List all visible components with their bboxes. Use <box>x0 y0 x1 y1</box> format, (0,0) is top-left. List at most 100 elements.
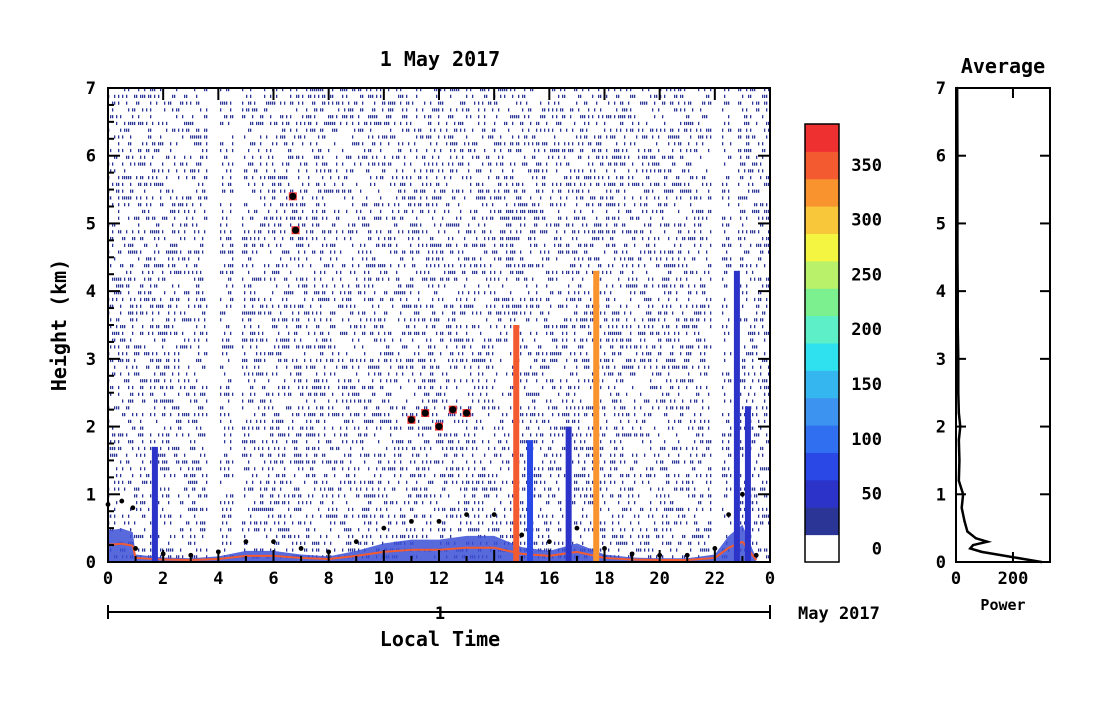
noise-speck <box>310 128 312 132</box>
noise-speck <box>114 446 116 451</box>
noise-speck <box>382 467 384 471</box>
noise-speck <box>414 230 416 234</box>
noise-speck <box>530 365 532 369</box>
noise-speck <box>460 121 462 126</box>
noise-speck <box>314 115 316 119</box>
noise-speck <box>370 385 372 390</box>
noise-speck <box>260 304 262 308</box>
noise-speck <box>284 101 286 105</box>
noise-speck <box>254 291 256 295</box>
noise-speck <box>128 480 130 484</box>
noise-speck <box>166 433 168 437</box>
noise-speck <box>370 277 372 281</box>
noise-speck <box>390 521 392 525</box>
noise-speck <box>430 338 432 342</box>
noise-speck <box>378 236 380 241</box>
noise-speck <box>308 345 310 349</box>
noise-speck <box>516 270 518 275</box>
noise-speck <box>522 182 524 186</box>
noise-speck <box>402 514 404 518</box>
noise-speck <box>438 169 440 173</box>
noise-speck <box>130 142 132 146</box>
noise-speck <box>454 223 456 227</box>
noise-speck <box>282 433 284 437</box>
noise-speck <box>534 203 536 207</box>
noise-speck <box>122 284 124 288</box>
noise-speck <box>516 311 518 315</box>
noise-speck <box>244 169 246 173</box>
noise-speck <box>504 433 506 437</box>
noise-speck <box>328 189 330 193</box>
noise-speck <box>366 487 368 491</box>
noise-speck <box>206 385 208 390</box>
noise-speck <box>378 372 380 376</box>
noise-speck <box>392 176 394 180</box>
noise-speck <box>206 555 208 559</box>
noise-speck <box>352 548 354 552</box>
noise-speck <box>180 270 182 275</box>
noise-speck <box>266 507 268 512</box>
noise-speck <box>142 284 144 288</box>
noise-speck <box>298 406 300 410</box>
noise-speck <box>442 419 444 423</box>
noise-speck <box>446 480 448 484</box>
noise-speck <box>128 521 130 525</box>
noise-speck <box>436 182 438 186</box>
noise-speck <box>262 453 264 457</box>
noise-speck <box>262 548 264 552</box>
noise-speck <box>400 311 402 315</box>
noise-speck <box>232 264 234 268</box>
noise-speck <box>388 243 390 247</box>
noise-speck <box>224 413 226 417</box>
noise-speck <box>112 230 114 234</box>
noise-speck <box>456 358 458 363</box>
noise-speck <box>388 528 390 532</box>
noise-speck <box>380 88 382 92</box>
noise-speck <box>142 325 144 329</box>
noise-speck <box>532 203 534 207</box>
noise-speck <box>316 169 318 173</box>
noise-speck <box>130 399 132 403</box>
noise-speck <box>296 318 298 322</box>
noise-speck <box>162 453 164 457</box>
noise-speck <box>412 101 414 105</box>
noise-speck <box>124 277 126 281</box>
noise-speck <box>374 291 376 295</box>
noise-speck <box>230 209 232 214</box>
noise-speck <box>290 270 292 275</box>
noise-speck <box>376 216 378 220</box>
noise-speck <box>258 528 260 532</box>
noise-speck <box>512 297 514 302</box>
noise-speck <box>508 311 510 315</box>
noise-speck <box>270 277 272 281</box>
noise-speck <box>284 345 286 349</box>
noise-speck <box>202 534 204 539</box>
noise-speck <box>174 406 176 410</box>
noise-speck <box>138 182 140 186</box>
noise-speck <box>342 94 344 98</box>
noise-speck <box>220 318 222 322</box>
noise-speck <box>470 372 472 376</box>
noise-speck <box>334 413 336 417</box>
noise-speck <box>230 203 232 207</box>
noise-speck <box>308 534 310 539</box>
noise-speck <box>526 392 528 396</box>
noise-speck <box>410 358 412 363</box>
noise-speck <box>364 494 366 498</box>
noise-speck <box>424 494 426 498</box>
noise-speck <box>406 121 408 126</box>
noise-speck <box>244 155 246 159</box>
noise-speck <box>272 372 274 376</box>
noise-speck <box>492 250 494 254</box>
noise-speck <box>378 277 380 281</box>
noise-speck <box>358 311 360 315</box>
noise-speck <box>136 94 138 98</box>
noise-speck <box>368 453 370 457</box>
noise-speck <box>378 304 380 308</box>
noise-speck <box>316 142 318 146</box>
noise-speck <box>322 494 324 498</box>
noise-speck <box>354 101 356 105</box>
noise-speck <box>506 304 508 308</box>
noise-speck <box>316 108 318 112</box>
noise-speck <box>248 460 250 464</box>
